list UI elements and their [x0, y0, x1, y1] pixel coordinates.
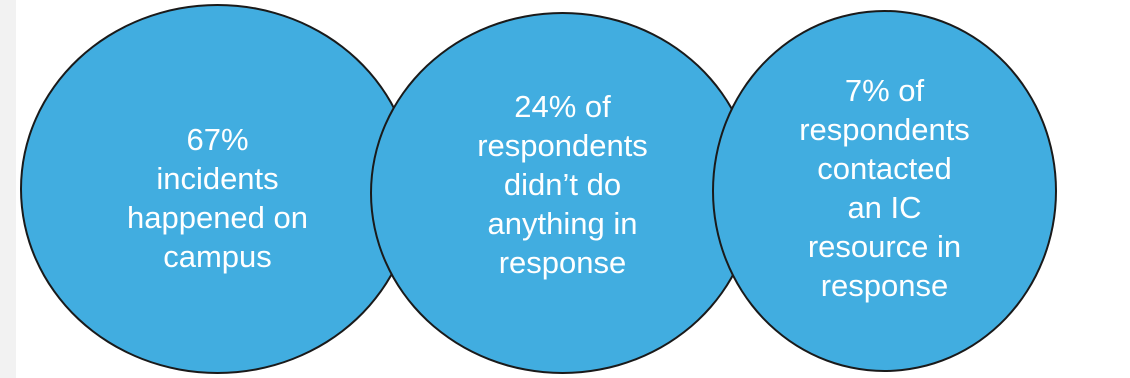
stat-circle-no-action: 24% of respondents didn’t do anything in… — [370, 12, 755, 374]
stat-circle-label: 67% incidents happened on campus — [126, 122, 309, 274]
stat-circle-on-campus: 67% incidents happened on campus — [20, 4, 415, 374]
stat-circle-ic-resource: 7% of respondents contacted an IC resour… — [712, 10, 1057, 372]
side-panel-strip — [0, 0, 16, 378]
stat-circle-label: 24% of respondents didn’t do anything in… — [477, 88, 648, 280]
stat-circle-label: 7% of respondents contacted an IC resour… — [799, 73, 970, 303]
